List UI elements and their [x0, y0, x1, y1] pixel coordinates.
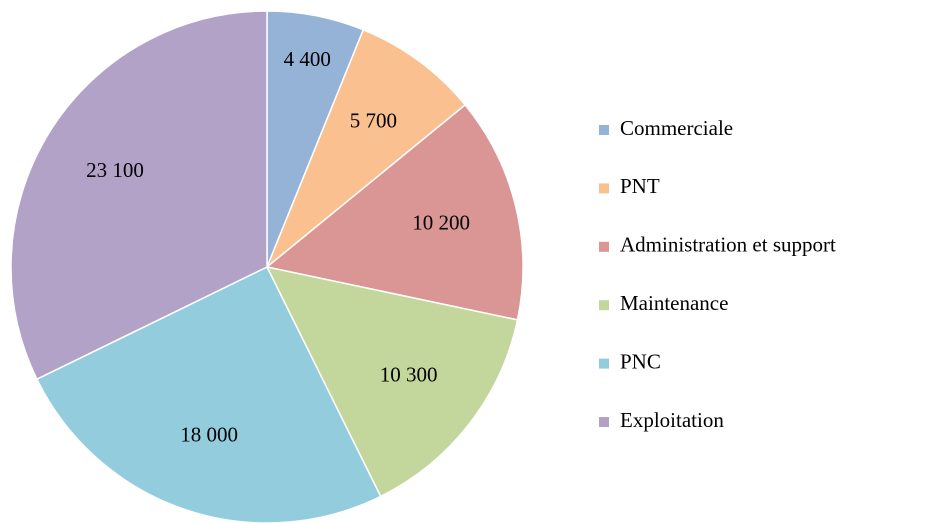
data-label: 4 400 [284, 47, 331, 71]
pie-slice [266, 28, 467, 268]
data-label: 23 100 [86, 158, 144, 182]
pie-slice [10, 10, 268, 381]
data-label: 18 000 [180, 422, 238, 446]
legend-swatch [599, 125, 609, 135]
legend-swatch [599, 300, 609, 311]
legend-label: Exploitation [620, 408, 724, 432]
pie-slice [265, 265, 519, 498]
legend-label: Maintenance [620, 291, 728, 315]
pie-slice [35, 265, 382, 523]
legend-swatch [599, 241, 609, 252]
pie-slice [265, 103, 524, 321]
data-label: 5 700 [350, 109, 397, 133]
legend-swatch [599, 183, 609, 194]
legend-label: Commerciale [620, 116, 733, 140]
legend-label: Administration et support [620, 233, 836, 257]
data-label: 10 200 [412, 210, 470, 234]
legend-label: PNC [620, 349, 661, 373]
data-label: 10 300 [380, 363, 438, 387]
legend-label: PNT [620, 174, 660, 198]
legend-swatch [599, 358, 609, 369]
legend-swatch [599, 417, 609, 427]
